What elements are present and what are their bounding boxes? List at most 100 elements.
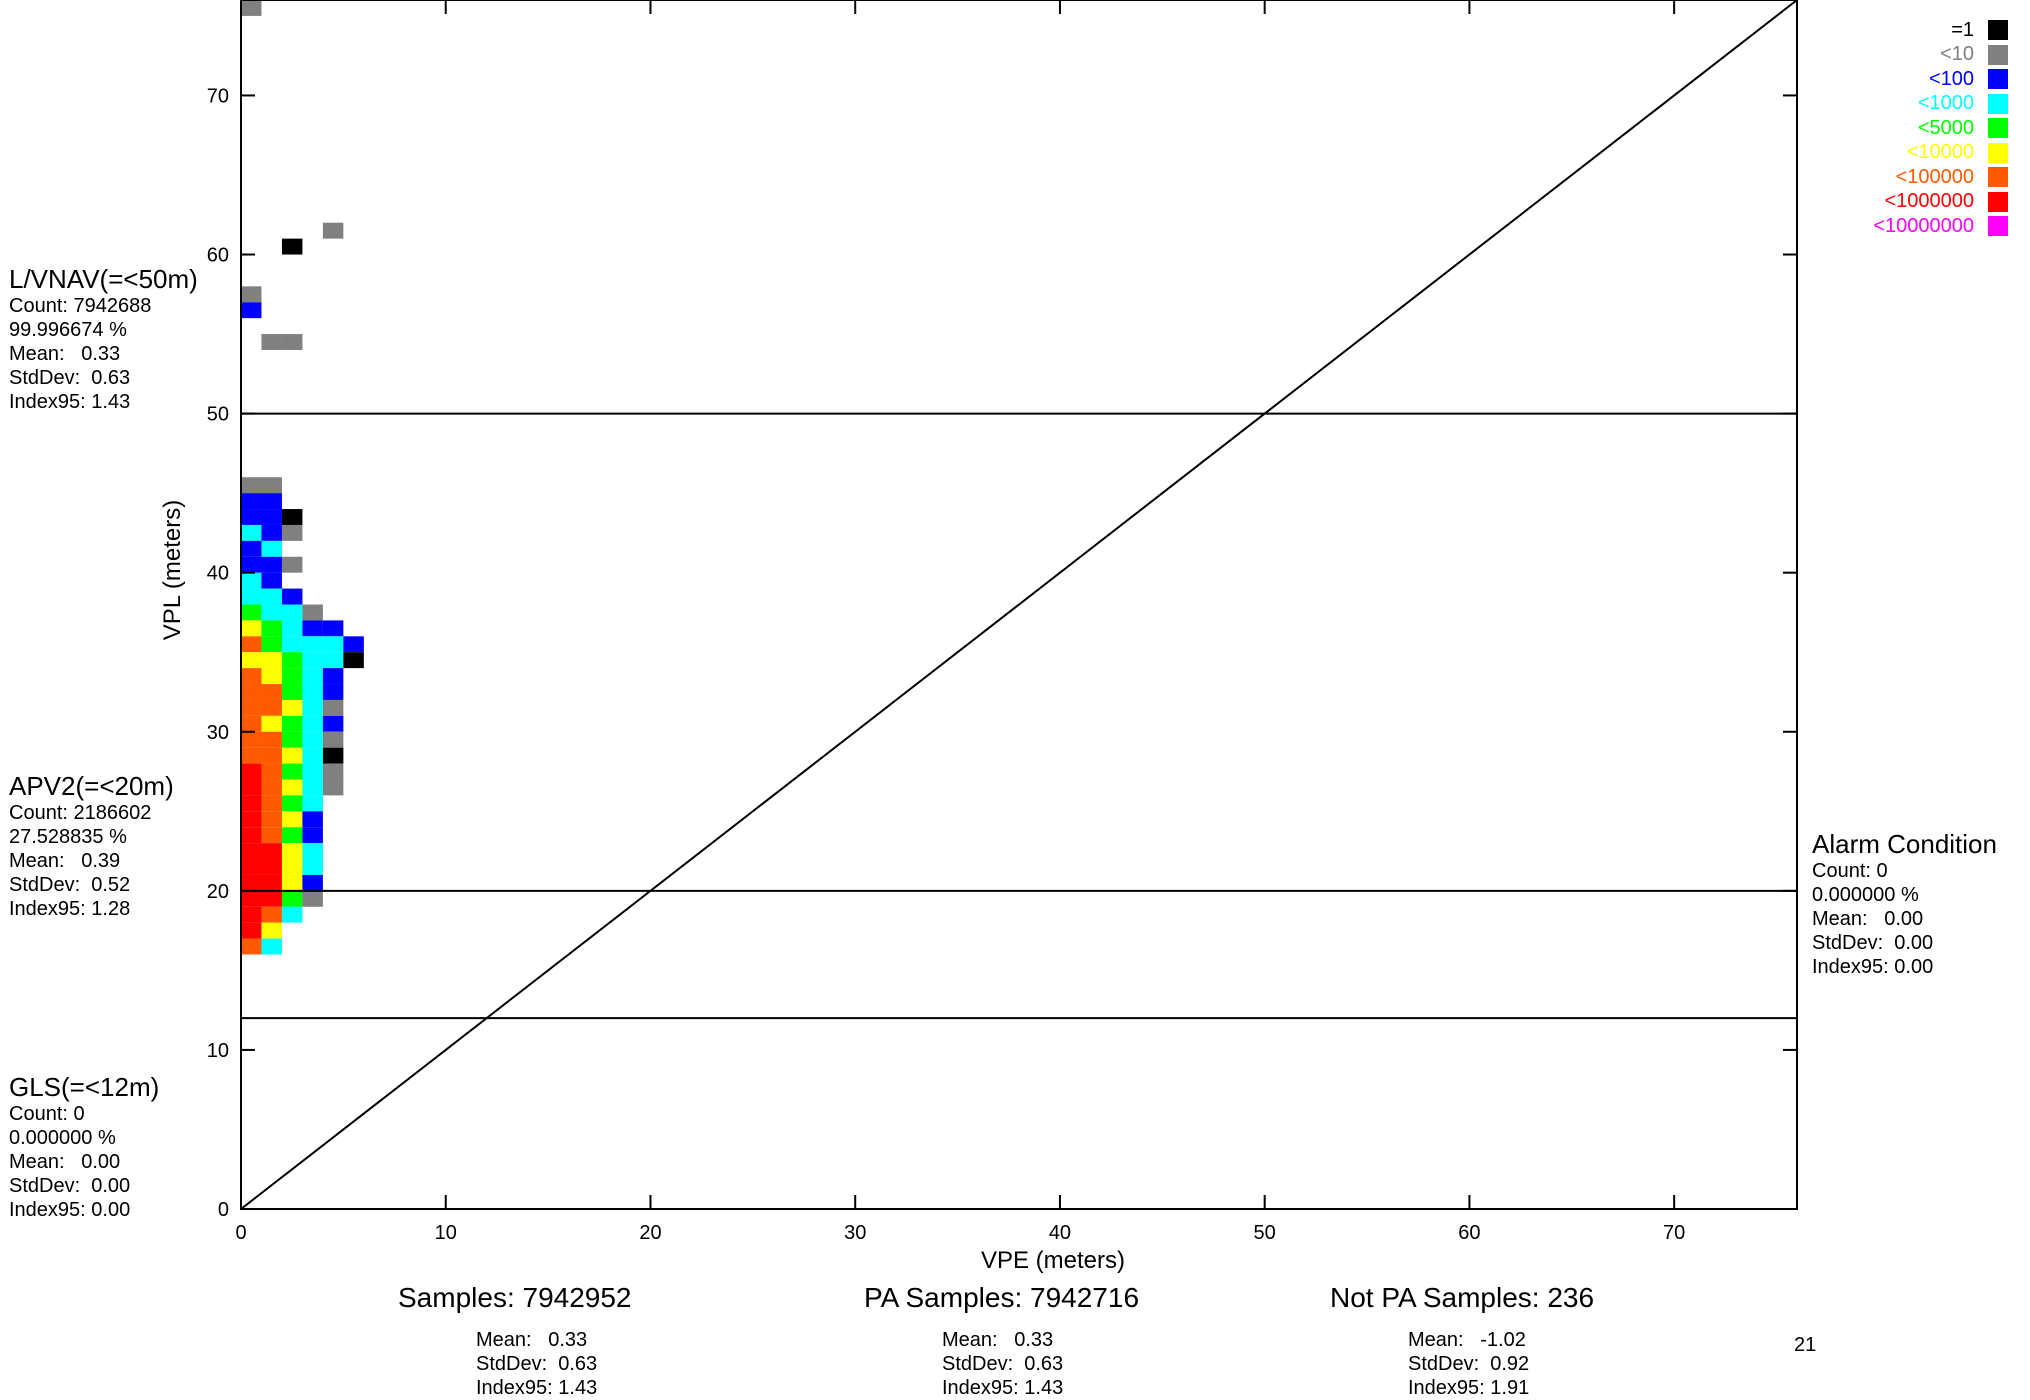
- heatmap-cell: [241, 699, 262, 716]
- legend-swatch: [1988, 69, 2008, 90]
- heatmap-cell: [241, 493, 262, 510]
- heatmap-cell: [261, 715, 282, 732]
- gls-title: GLS(=<12m): [9, 1072, 160, 1102]
- heatmap-cell: [322, 731, 344, 748]
- heatmap-cell: [281, 827, 303, 844]
- heatmap-cell: [261, 620, 282, 637]
- heatmap-cell: [302, 859, 323, 875]
- heatmap-cell: [241, 874, 262, 891]
- heatmap-cell: [241, 843, 262, 860]
- heatmap-cell: [241, 811, 262, 828]
- pa-index95: Index95: 1.43: [942, 1377, 1064, 1399]
- heatmap-cell: [322, 636, 344, 653]
- heatmap-cell: [261, 684, 282, 700]
- heatmap-cell: [261, 763, 282, 780]
- y-axis-label: VPL (meters): [159, 500, 186, 640]
- heatmap-cell: [261, 827, 282, 844]
- heatmap-cell: [241, 572, 262, 589]
- legend-swatch: [1988, 93, 2008, 114]
- legend-label: <100000: [1895, 165, 1974, 188]
- legend-item: <10000000: [1873, 214, 2008, 239]
- diagonal-line: [240, 0, 1798, 1210]
- heatmap-cell: [261, 699, 282, 716]
- heatmap-cell: [261, 477, 282, 494]
- heatmap-cell: [302, 684, 323, 700]
- samples-index95: Index95: 1.43: [476, 1377, 598, 1399]
- heatmap-cell: [261, 668, 282, 685]
- y-tick-label: 10: [207, 1040, 229, 1062]
- x-tick-label: 50: [1254, 1222, 1276, 1244]
- heatmap-cells: [241, 0, 364, 955]
- heatmap-cell: [281, 604, 303, 621]
- pa-samples-total: PA Samples: 7942716: [864, 1282, 1140, 1313]
- alarm-stats-block: Alarm Condition Count: 0 0.000000 % Mean…: [1812, 829, 1997, 979]
- heatmap-cell: [281, 652, 303, 669]
- heatmap-cell: [322, 620, 344, 637]
- y-tick-label: 40: [207, 563, 229, 585]
- lvnav-count: Count: 7942688: [9, 295, 152, 317]
- heatmap-cell: [322, 779, 344, 796]
- gls-stddev: StdDev: 0.00: [9, 1175, 131, 1197]
- heatmap-cell: [241, 604, 262, 621]
- heatmap-cell: [302, 604, 323, 621]
- apv2-title: APV2(=<20m): [9, 771, 174, 801]
- heatmap-cell: [261, 843, 282, 860]
- heatmap-cell: [302, 668, 323, 685]
- x-tick-label: 10: [435, 1222, 457, 1244]
- heatmap-cell: [322, 222, 344, 239]
- heatmap-cell: [281, 859, 303, 875]
- samples-stddev: StdDev: 0.63: [476, 1353, 598, 1375]
- heatmap-cell: [302, 652, 323, 669]
- x-tick-label: 0: [235, 1222, 246, 1244]
- legend: =1 <10 <100 <1000 <5000 <10000 <100000 <1000000…: [1873, 18, 2008, 239]
- not-pa-stddev: StdDev: 0.92: [1408, 1353, 1530, 1375]
- heatmap-cell: [302, 795, 323, 812]
- legend-swatch: [1988, 142, 2008, 163]
- heatmap-cell: [241, 747, 262, 764]
- heatmap-cell: [281, 334, 303, 350]
- apv2-index95: Index95: 1.28: [9, 898, 131, 920]
- heatmap-cell: [281, 588, 303, 605]
- heatmap-cell: [281, 890, 303, 907]
- lvnav-percent: 99.996674 %: [9, 319, 127, 341]
- x-tick-label: 70: [1663, 1222, 1685, 1244]
- heatmap-cell: [261, 556, 282, 573]
- heatmap-cell: [302, 715, 323, 732]
- alarm-mean: Mean: 0.00: [1812, 908, 1924, 930]
- heatmap-cell: [241, 588, 262, 605]
- alarm-percent: 0.000000 %: [1812, 884, 1919, 906]
- x-axis-label: VPE (meters): [981, 1247, 1125, 1274]
- legend-label: <5000: [1917, 116, 1974, 139]
- heatmap-cell: [261, 906, 282, 923]
- heatmap-cell: [241, 556, 262, 573]
- legend-item: <100000: [1873, 165, 2008, 190]
- heatmap-cell: [241, 859, 262, 875]
- heatmap-cell: [241, 0, 262, 16]
- y-tick-label: 50: [207, 404, 229, 426]
- heatmap-cell: [241, 779, 262, 796]
- legend-label: <10: [1940, 43, 1974, 66]
- heatmap-cell: [302, 699, 323, 716]
- heatmap-cell: [322, 699, 344, 716]
- heatmap-cell: [322, 747, 344, 764]
- apv2-mean: Mean: 0.39: [9, 850, 121, 872]
- heatmap-cell: [322, 652, 344, 669]
- heatmap-cell: [302, 779, 323, 796]
- lvnav-index95: Index95: 1.43: [9, 391, 131, 413]
- legend-label: <1000: [1917, 92, 1974, 115]
- heatmap-cell: [261, 795, 282, 812]
- heatmap-cell: [241, 540, 262, 557]
- legend-label: =1: [1951, 18, 1974, 41]
- heatmap-cell: [343, 636, 364, 653]
- apv2-count: Count: 2186602: [9, 802, 152, 824]
- heatmap-cell: [281, 906, 303, 923]
- heatmap-cell: [261, 524, 282, 541]
- heatmap-cell: [261, 652, 282, 669]
- heatmap-cell: [241, 620, 262, 637]
- heatmap-cell: [261, 890, 282, 907]
- apv2-stats-block: APV2(=<20m) Count: 2186602 27.528835 % M…: [9, 771, 174, 921]
- x-tick-label: 20: [639, 1222, 661, 1244]
- heatmap-cell: [241, 715, 262, 732]
- gls-percent: 0.000000 %: [9, 1127, 116, 1149]
- heatmap-cell: [241, 938, 262, 955]
